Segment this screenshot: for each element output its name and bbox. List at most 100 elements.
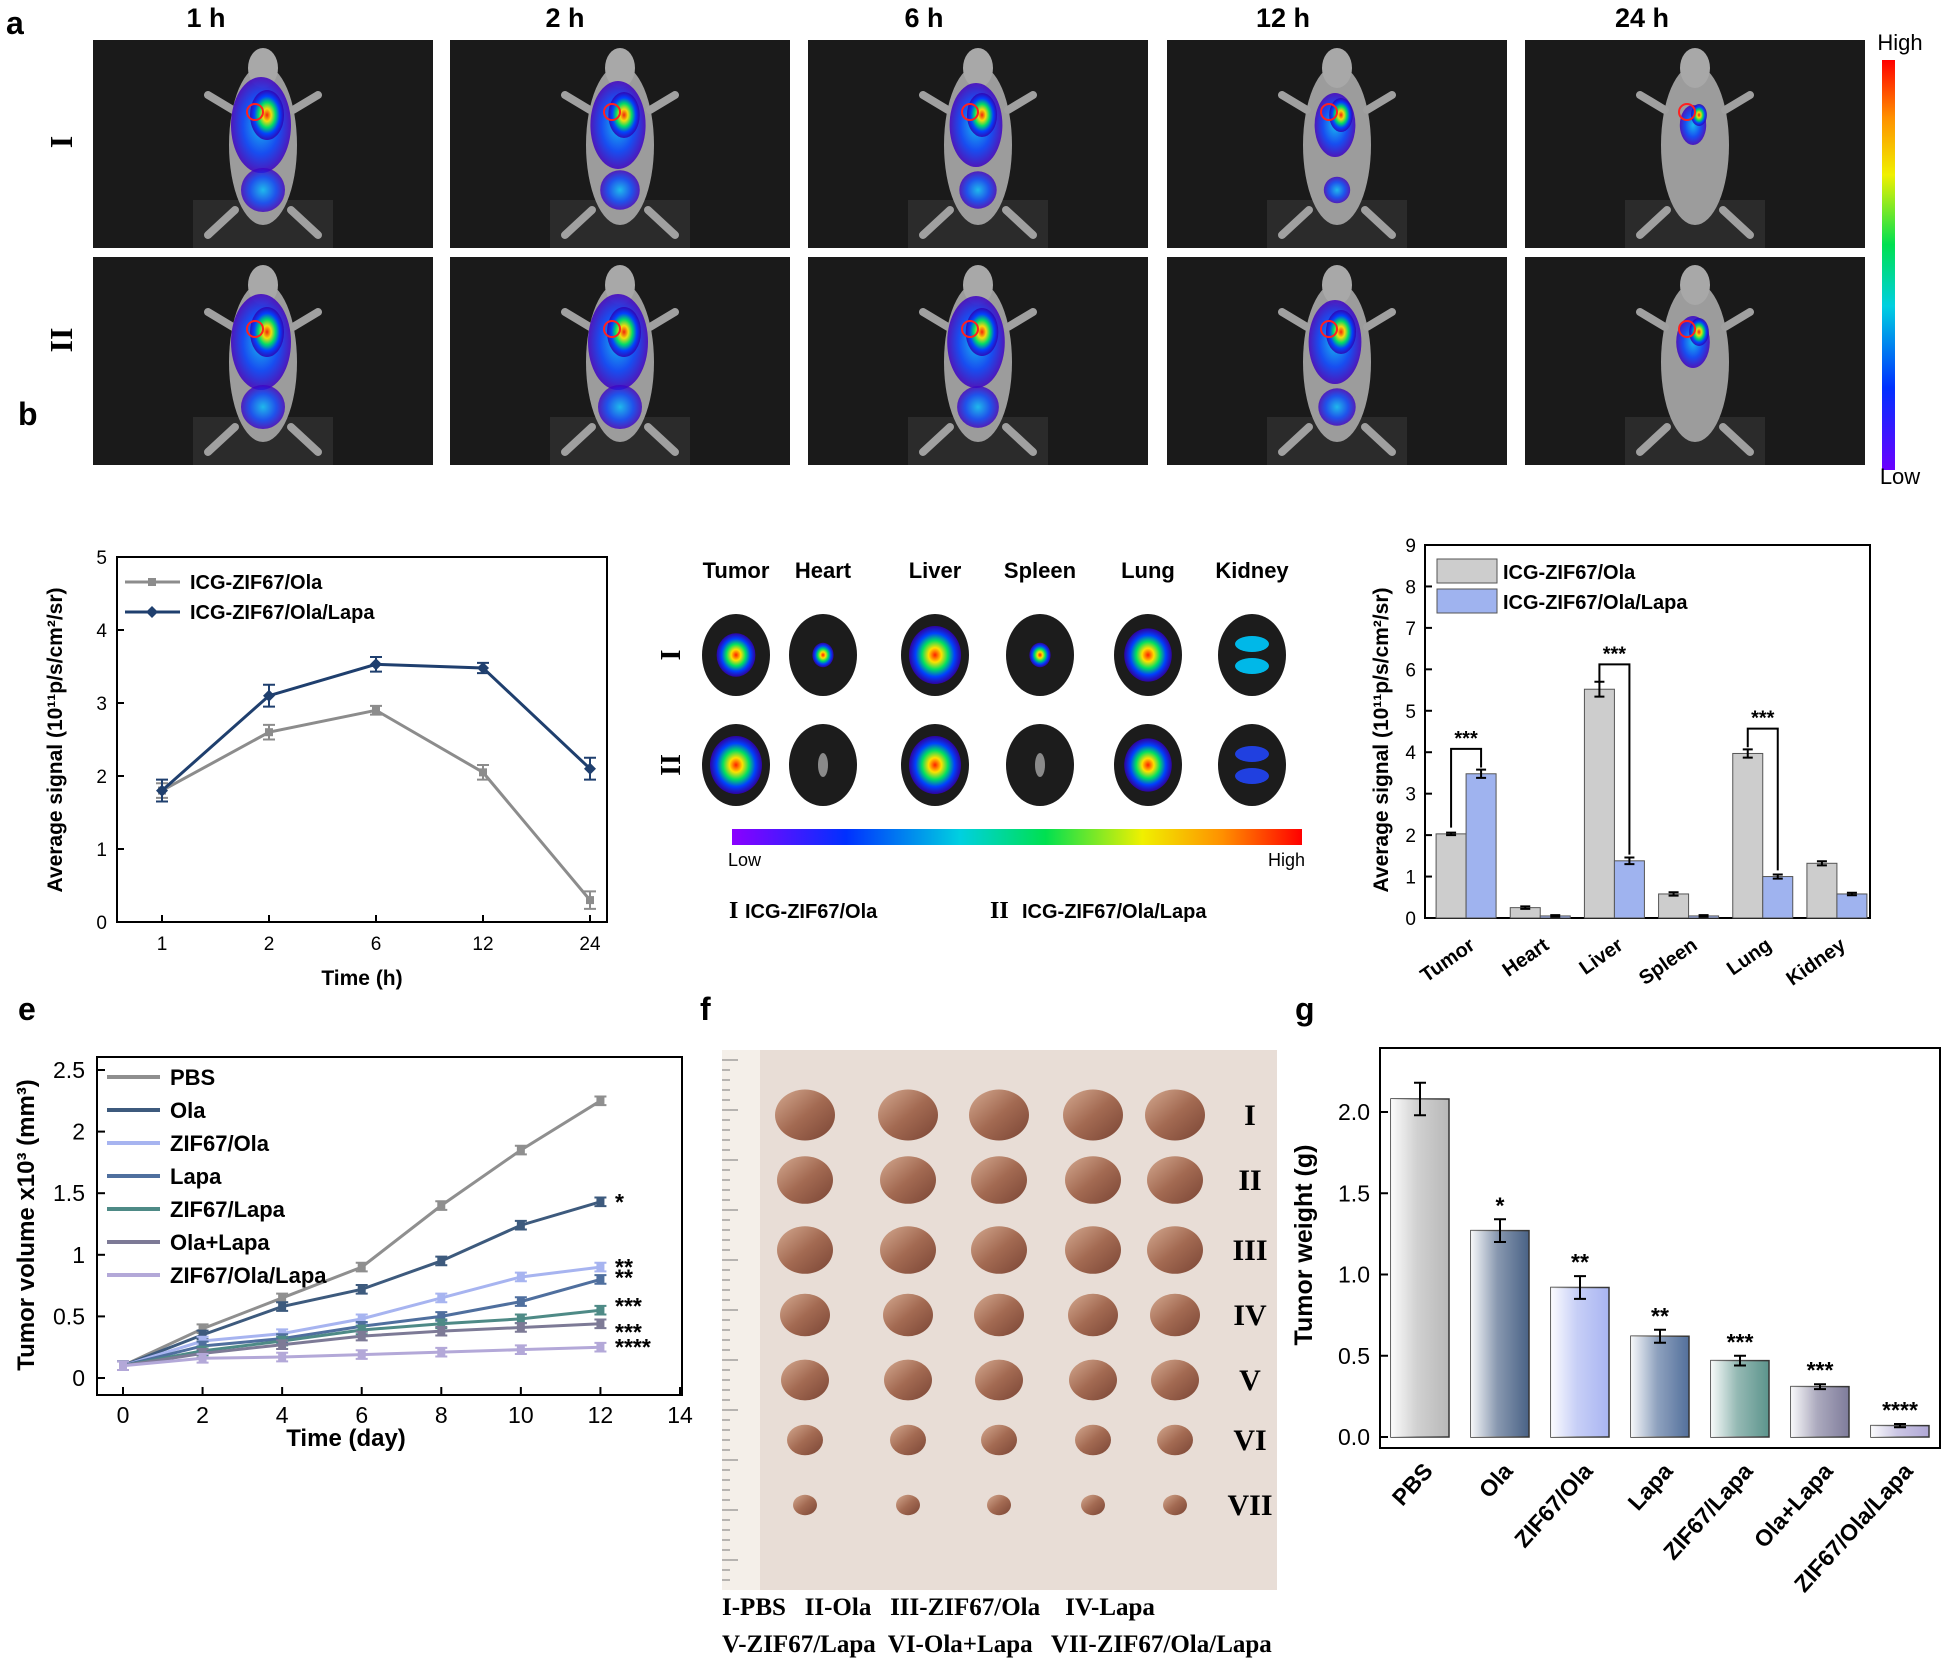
tumor-roi-circle <box>961 320 979 338</box>
data-point <box>516 1345 525 1354</box>
data-point <box>516 1323 525 1332</box>
data-point <box>263 689 275 702</box>
error-bar <box>1772 873 1783 880</box>
panel-a-imaging: 1 h 2 h 6 h 12 h 24 h I II High Low <box>43 3 1923 489</box>
data-point <box>516 1221 525 1230</box>
data-point <box>477 661 489 674</box>
y-tick-label: 3 <box>96 694 107 715</box>
mouse-image-tile <box>1525 257 1865 465</box>
y-tick-label: 1 <box>72 1242 85 1268</box>
legend-numeral: I <box>729 898 738 924</box>
mouse-limbs <box>1278 308 1396 456</box>
error-bar <box>1624 856 1635 866</box>
caption-line-2: V-ZIF67/Lapa VI-Ola+Lapa VII-ZIF67/Ola/L… <box>722 1631 1272 1658</box>
error-bar <box>1446 831 1457 837</box>
data-point <box>437 1319 446 1328</box>
panel-e-chart: 0 0.5 1 1.5 2 2.5 0 2 4 6 8 10 12 14 PBS * Ola ** ZIF67/Ol… <box>13 1056 693 1452</box>
panel-letter-b: b <box>18 396 38 432</box>
fluorescence-hotspot <box>607 307 641 357</box>
significance-marker: ** <box>1651 1303 1669 1329</box>
mouse-head <box>963 48 993 88</box>
organ-label: Tumor <box>703 558 770 583</box>
tumor-roi-circle <box>603 103 621 121</box>
error-bar <box>1846 891 1857 897</box>
tumor-specimen <box>1157 1424 1193 1456</box>
legend-marker <box>146 606 158 618</box>
bar-highlight <box>1551 1287 1609 1437</box>
tumor-specimen <box>987 1494 1011 1516</box>
fluorescence-hotspot <box>250 90 284 140</box>
mouse-limbs <box>204 91 322 239</box>
panel-letter-f: f <box>700 991 711 1027</box>
bar <box>1732 752 1764 919</box>
x-tick-label: 10 <box>508 1402 534 1428</box>
significance-marker: ** <box>615 1264 633 1290</box>
tumor-roi-circle <box>246 103 264 121</box>
series-line <box>161 662 592 792</box>
tumor-specimen <box>1069 1359 1117 1401</box>
mouse-head <box>963 265 993 305</box>
bar <box>1465 773 1497 919</box>
legend-label: ICG-ZIF67/Ola/Lapa <box>1503 592 1688 614</box>
y-tick-label: 4 <box>96 621 107 642</box>
tumor-specimen <box>775 1089 835 1141</box>
error-bar <box>1734 1354 1746 1367</box>
tumor-specimen <box>969 1089 1029 1141</box>
panel-g-chart: 0.0 0.5 1.0 1.5 2.0 PBS * Ola ** ZIF67/Ola ** Lapa *… <box>1290 1047 1941 1597</box>
y-tick-label: 1.0 <box>1338 1262 1370 1288</box>
data-point <box>278 1302 287 1311</box>
y-axis-label: Tumor weight (g) <box>1290 1145 1318 1346</box>
row-label-i: I <box>656 650 687 661</box>
tumor-specimen <box>1147 1156 1203 1204</box>
data-point <box>119 1361 127 1370</box>
row-label-ii: II <box>43 328 79 353</box>
mouse-head <box>1680 48 1710 88</box>
legend-label: ZIF67/Ola <box>170 1131 270 1156</box>
y-tick-label: 1.5 <box>1338 1180 1370 1206</box>
tumor-specimen <box>1075 1424 1111 1456</box>
tumor-specimen <box>975 1359 1023 1401</box>
x-tick-label: Ola+Lapa <box>1749 1458 1838 1553</box>
y-tick-label: 7 <box>1405 619 1416 640</box>
legend-marker <box>148 578 156 586</box>
timepoint-label: 24 h <box>1615 3 1669 33</box>
tumor-specimen <box>890 1424 926 1456</box>
x-tick-label: 6 <box>355 1402 368 1428</box>
kidney-signal <box>1235 746 1269 762</box>
data-point <box>357 1314 366 1323</box>
timepoint-label: 12 h <box>1256 3 1310 33</box>
bar-highlight <box>1391 1099 1449 1437</box>
organ-signal <box>1124 628 1172 682</box>
x-tick-label: 12 <box>588 1402 614 1428</box>
x-tick-label: Ola <box>1474 1458 1518 1503</box>
mouse-limbs <box>561 91 679 239</box>
mouse-limbs <box>919 308 1037 456</box>
fluorescence-signal <box>600 170 640 210</box>
tumor-roi-circle <box>1678 320 1696 338</box>
organ-label: Liver <box>909 558 962 583</box>
x-tick-label: Lapa <box>1622 1458 1677 1515</box>
organ-signal <box>1035 753 1045 777</box>
legend-label: Ola+Lapa <box>170 1230 270 1255</box>
caption-line-1: I-PBS II-Ola III-ZIF67/Ola IV-Lapa <box>722 1594 1155 1621</box>
organ-signal <box>909 626 961 684</box>
row-label: IV <box>1233 1299 1267 1332</box>
plot-frame <box>1379 1047 1941 1449</box>
tumor-specimen <box>971 1226 1027 1274</box>
error-bar <box>1816 860 1827 867</box>
organ-signal <box>909 736 961 794</box>
error-bar <box>1476 768 1487 779</box>
significance-marker: *** <box>1603 643 1627 665</box>
error-bar <box>1698 914 1709 918</box>
bar <box>1762 876 1794 919</box>
colorbar-high-label: High <box>1877 30 1922 55</box>
data-point <box>596 1319 605 1328</box>
x-tick-label: 0 <box>117 1402 130 1428</box>
scale-high-label: High <box>1268 850 1305 870</box>
error-bar <box>1742 748 1753 759</box>
mouse-image-tile <box>450 40 790 248</box>
organ-label: Kidney <box>1215 558 1289 583</box>
legend-label: ICG-ZIF67/Ola <box>190 572 323 594</box>
row-label: II <box>1238 1164 1261 1197</box>
